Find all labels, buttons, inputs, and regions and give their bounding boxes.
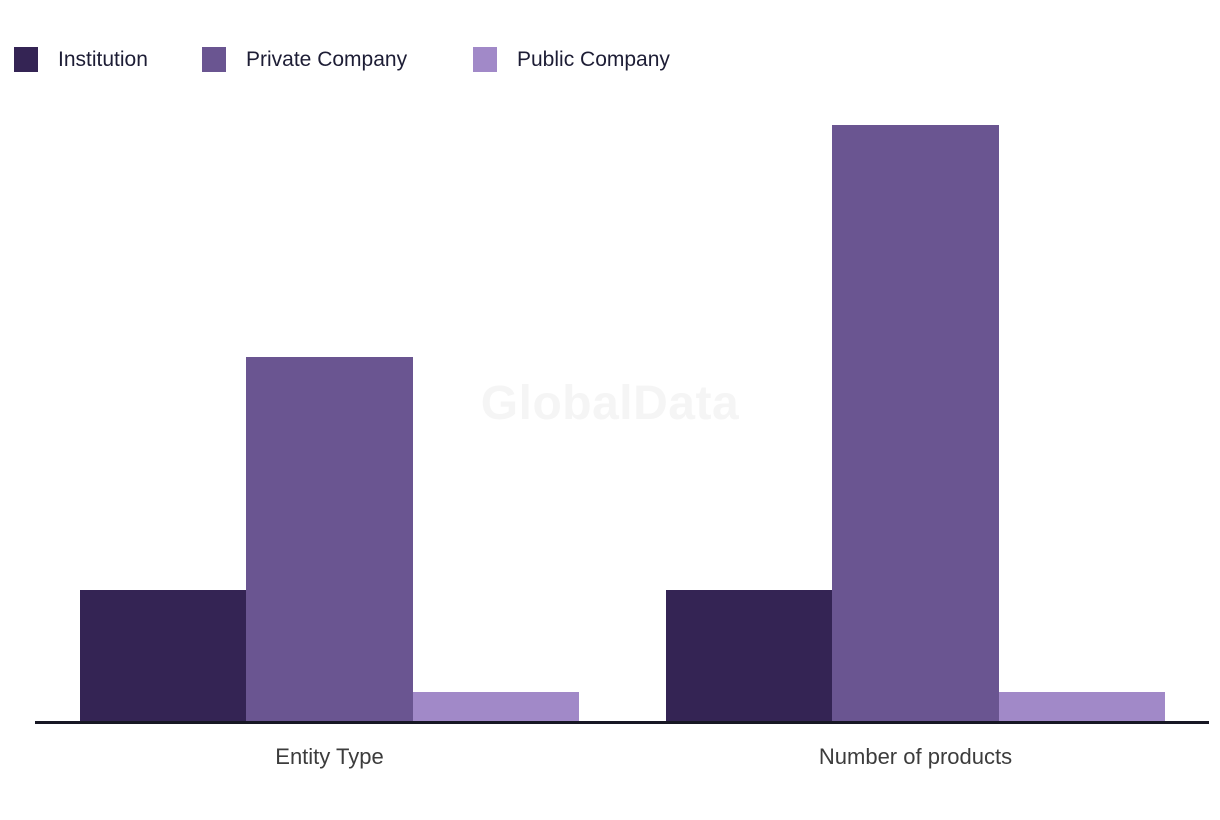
- bar-private-company-1[interactable]: [832, 124, 999, 722]
- category-label-0: Entity Type: [275, 744, 384, 769]
- legend-swatch-institution-icon: [14, 47, 38, 72]
- category-label-1: Number of products: [818, 744, 1013, 769]
- legend-item-public-company[interactable]: Public Company: [473, 47, 670, 72]
- x-axis-line: [35, 721, 1209, 724]
- legend-item-institution[interactable]: Institution: [14, 47, 148, 72]
- legend-label-private-company: Private Company: [246, 48, 408, 71]
- legend-swatch-private-company-icon: [202, 47, 226, 72]
- bar-public-company-1[interactable]: [998, 691, 1165, 722]
- bar-public-company-0[interactable]: [412, 691, 579, 722]
- bar-institution-1[interactable]: [666, 590, 833, 722]
- legend-item-private-company[interactable]: Private Company: [202, 47, 407, 72]
- legend: Institution Private Company Public Compa…: [0, 47, 1220, 73]
- legend-swatch-public-company-icon: [473, 47, 497, 72]
- watermark: GlobalData: [480, 377, 740, 430]
- legend-label-institution: Institution: [58, 48, 148, 71]
- bar-institution-0[interactable]: [80, 590, 247, 722]
- bar-private-company-0[interactable]: [246, 357, 413, 722]
- legend-label-public-company: Public Company: [517, 48, 670, 71]
